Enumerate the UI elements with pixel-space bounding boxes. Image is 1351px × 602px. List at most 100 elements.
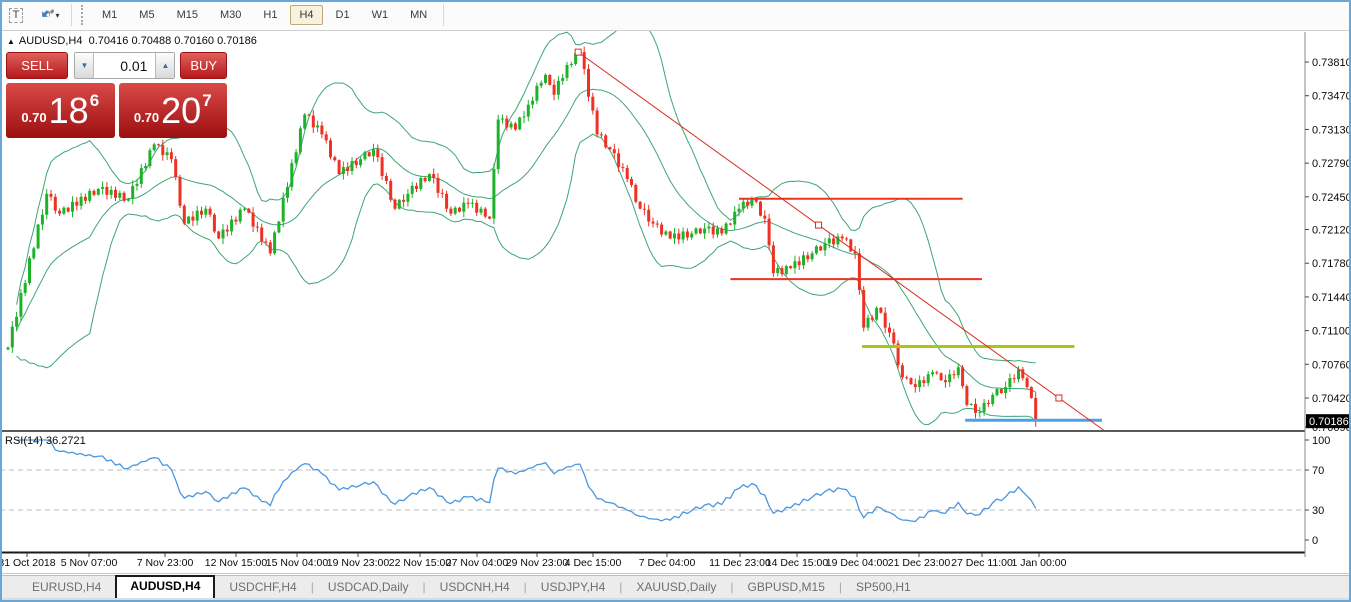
svg-text:70: 70 <box>1312 465 1324 477</box>
arrange-arrows-icon <box>42 8 55 18</box>
svg-text:0.70186: 0.70186 <box>1309 416 1349 428</box>
trendline-handle[interactable] <box>1055 394 1063 402</box>
svg-text:0.71100: 0.71100 <box>1312 326 1351 338</box>
tab-usdcnh-h4[interactable]: USDCNH,H4 <box>439 580 510 594</box>
toolbar-separator <box>71 4 72 26</box>
trendline[interactable] <box>574 48 1106 432</box>
tab-separator: | <box>422 580 426 594</box>
ohlc-high: 0.70488 <box>131 35 172 47</box>
trendline-handle[interactable] <box>815 221 823 229</box>
svg-text:0.70760: 0.70760 <box>1312 359 1351 371</box>
tab-separator: | <box>523 580 527 594</box>
buy-price-big-digits: 20 <box>161 89 202 131</box>
price-axis[interactable]: 0.73810 0.73470 0.73130 0.72790 0.72450 0.721… <box>1305 57 1351 434</box>
svg-text:15 Nov 04:00: 15 Nov 04:00 <box>266 557 329 569</box>
sell-price-pip-digit: 6 <box>89 90 100 110</box>
volume-decrease-button[interactable]: ▼ <box>75 53 95 78</box>
svg-text:11 Dec 23:00: 11 Dec 23:00 <box>709 557 771 569</box>
buy-button[interactable]: BUY <box>180 52 227 79</box>
rsi-indicator-label: RSI(14) 36.2721 <box>5 435 86 447</box>
svg-text:12 Nov 15:00: 12 Nov 15:00 <box>205 557 268 569</box>
tab-usdchf-h4[interactable]: USDCHF,H4 <box>229 580 297 594</box>
timeframe-button-d1[interactable]: D1 <box>335 9 350 21</box>
buy-price-pip-digit: 7 <box>202 90 212 110</box>
svg-text:21 Dec 23:00: 21 Dec 23:00 <box>888 557 951 569</box>
svg-text:19 Dec 04:00: 19 Dec 04:00 <box>826 557 889 569</box>
volume-input[interactable] <box>94 53 156 78</box>
rsi-levels <box>0 469 1305 511</box>
svg-text:100: 100 <box>1312 435 1330 447</box>
tab-usdjpy-h4[interactable]: USDJPY,H4 <box>540 580 606 594</box>
one-click-trade-panel: SELL ▼ ▲ BUY 0.70 18 6 0.70 20 7 <box>6 52 227 138</box>
svg-text:0.70420: 0.70420 <box>1312 393 1351 405</box>
buy-price-prefix: 0.70 <box>133 110 160 125</box>
svg-text:0.72120: 0.72120 <box>1312 225 1351 237</box>
svg-text:0.73810: 0.73810 <box>1312 57 1351 69</box>
svg-text:27 Nov 04:00: 27 Nov 04:00 <box>446 557 509 569</box>
timeframe-button-m15[interactable]: M15 <box>176 9 198 21</box>
timeframe-button-h1[interactable]: H1 <box>263 9 278 21</box>
svg-text:22 Nov 15:00: 22 Nov 15:00 <box>389 557 452 569</box>
timeframe-button-m30[interactable]: M30 <box>219 9 242 21</box>
chart-symbol-label: AUDUSD,H4 <box>18 35 83 47</box>
current-price-badge: 0.70186 <box>1306 414 1351 429</box>
tab-audusd-h4[interactable]: AUDUSD,H4 <box>115 575 216 598</box>
tab-eurusd-h4[interactable]: EURUSD,H4 <box>32 580 102 594</box>
timeframe-button-h4[interactable]: H4 <box>290 5 323 25</box>
svg-text:0.73470: 0.73470 <box>1312 91 1351 103</box>
tab-separator: | <box>730 580 734 594</box>
svg-text:0.72450: 0.72450 <box>1312 192 1351 204</box>
arrange-arrows-button[interactable]: ▾ <box>32 4 66 26</box>
timeframe-button-m1[interactable]: M1 <box>102 9 118 21</box>
timeframe-button-m5[interactable]: M5 <box>139 9 155 21</box>
svg-text:14 Dec 15:00: 14 Dec 15:00 <box>766 557 829 569</box>
panel-collapse-icon[interactable]: ▲ <box>7 37 15 46</box>
svg-text:7 Dec 04:00: 7 Dec 04:00 <box>639 557 696 569</box>
tab-usdcad-daily[interactable]: USDCAD,Daily <box>327 580 409 594</box>
sell-button[interactable]: SELL <box>6 52 69 79</box>
svg-text:27 Dec 11:00: 27 Dec 11:00 <box>951 557 1013 569</box>
svg-text:4 Dec 15:00: 4 Dec 15:00 <box>565 557 622 569</box>
timeframe-button-group: M1 M5 M15 M30 H1 H4 D1 W1 MN <box>91 5 438 25</box>
toolbar-drag-handle[interactable] <box>81 5 87 25</box>
svg-text:0.73130: 0.73130 <box>1312 124 1351 136</box>
tab-gbpusd-m15[interactable]: GBPUSD,M15 <box>747 580 825 594</box>
rsi-line <box>16 439 1037 523</box>
svg-text:19 Nov 23:00: 19 Nov 23:00 <box>327 557 390 569</box>
svg-text:0.72790: 0.72790 <box>1312 158 1351 170</box>
candles <box>6 46 1038 427</box>
svg-text:31 Oct 2018: 31 Oct 2018 <box>0 557 56 569</box>
tab-separator: | <box>310 580 314 594</box>
svg-text:7 Nov 23:00: 7 Nov 23:00 <box>137 557 194 569</box>
tab-xauusd-daily[interactable]: XAUUSD,Daily <box>636 580 717 594</box>
sell-price-box[interactable]: 0.70 18 6 <box>6 83 115 138</box>
svg-text:29 Nov 23:00: 29 Nov 23:00 <box>506 557 569 569</box>
timeframe-button-mn[interactable]: MN <box>410 9 428 21</box>
volume-stepper: ▼ ▲ <box>74 52 176 79</box>
status-bar <box>0 598 1351 602</box>
top-toolbar: T ▾ M1 M5 M15 M30 H1 H4 D1 W1 MN <box>0 0 1351 31</box>
time-axis[interactable]: 31 Oct 2018 5 Nov 07:00 7 Nov 23:00 12 Nov … <box>0 553 1067 569</box>
text-tool-icon: T <box>8 7 24 23</box>
rsi-axis[interactable]: 100 70 30 0 <box>1305 435 1330 547</box>
ohlc-low: 0.70160 <box>174 35 215 47</box>
trendline-handle[interactable] <box>574 48 582 56</box>
chart-tab-bar: EURUSD,H4 AUDUSD,H4 USDCHF,H4 | USDCAD,Daily… <box>0 575 1351 599</box>
volume-increase-button[interactable]: ▲ <box>155 53 175 78</box>
svg-text:5 Nov 07:00: 5 Nov 07:00 <box>61 557 118 569</box>
text-label-tool-button[interactable]: T <box>4 4 28 26</box>
chevron-down-icon: ▾ <box>55 10 60 20</box>
svg-text:30: 30 <box>1312 505 1324 517</box>
timeframe-button-w1[interactable]: W1 <box>371 9 389 21</box>
ohlc-open: 0.70416 <box>88 35 129 47</box>
svg-text:0.71440: 0.71440 <box>1312 292 1351 304</box>
buy-price-box[interactable]: 0.70 20 7 <box>118 83 227 138</box>
svg-text:1 Jan 00:00: 1 Jan 00:00 <box>1012 557 1067 569</box>
toolbar-separator-end <box>443 4 445 26</box>
sell-price-big-digits: 18 <box>48 89 89 131</box>
svg-text:0.71780: 0.71780 <box>1312 258 1351 270</box>
tab-sp500-h1[interactable]: SP500,H1 <box>856 580 911 594</box>
tab-separator: | <box>838 580 843 594</box>
